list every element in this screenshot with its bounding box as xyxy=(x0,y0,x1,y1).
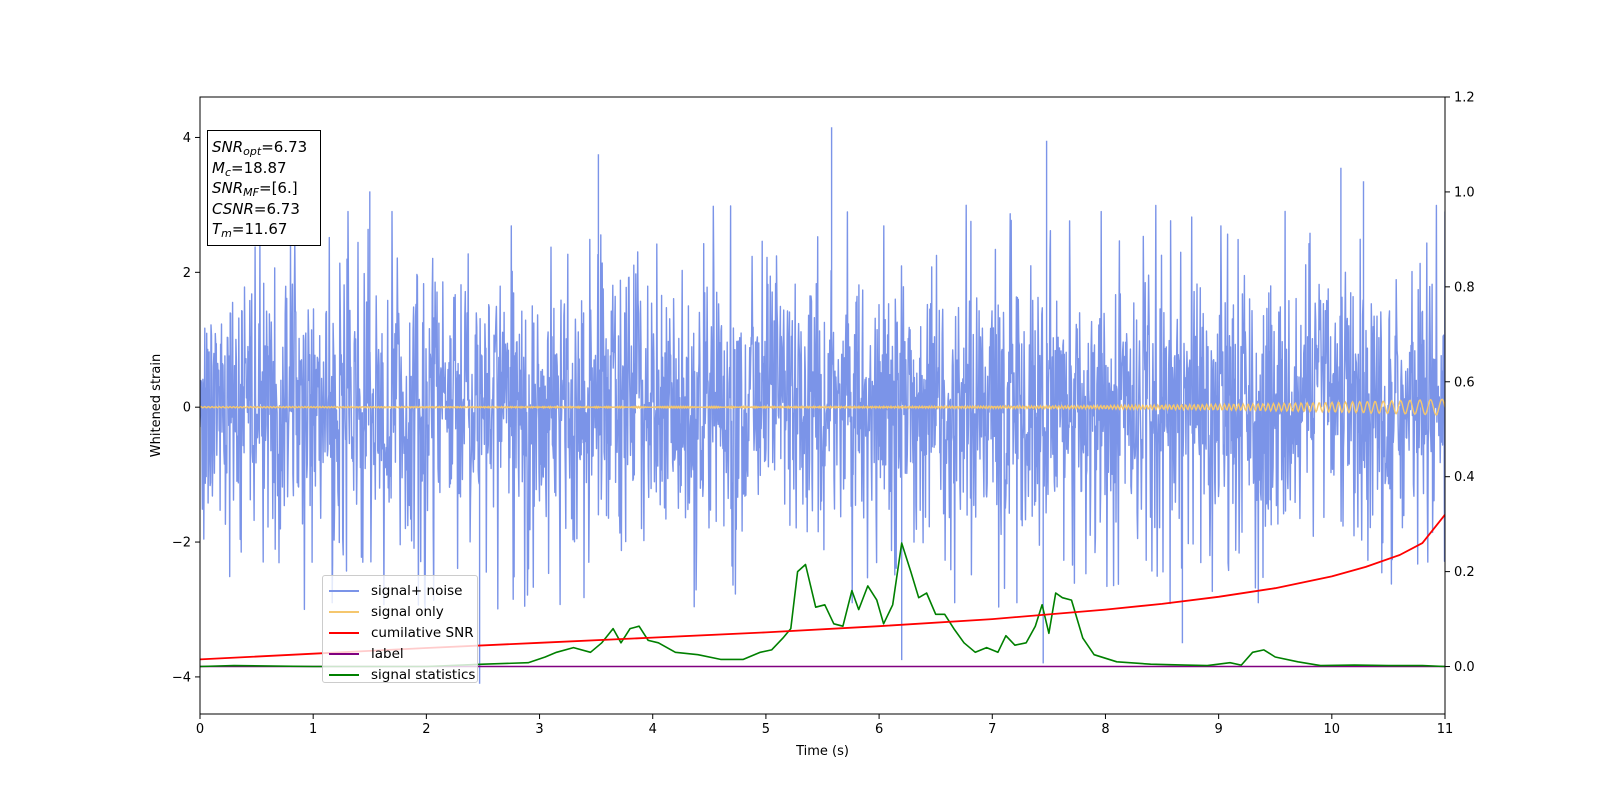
chirp-mass-annotation: Mc=18.87 xyxy=(212,158,287,179)
legend-item-cumulative-snr: cumilative SNR xyxy=(329,622,477,643)
series-signal-statistics-line xyxy=(200,542,1445,668)
y2-tick-label: 1.0 xyxy=(1454,185,1475,200)
y2-tick-label: 0.8 xyxy=(1454,280,1475,295)
y-tick-label: −2 xyxy=(172,536,191,551)
y-tick-label: −4 xyxy=(172,670,191,685)
x-tick-label: 6 xyxy=(875,722,883,737)
series-signal-noise-line xyxy=(200,127,1445,684)
legend-item-signal-only: signal only xyxy=(329,601,477,622)
y2-tick-label: 0.4 xyxy=(1454,470,1475,485)
legend-swatch xyxy=(329,610,359,613)
x-tick-label: 10 xyxy=(1324,722,1341,737)
x-tick-label: 2 xyxy=(422,722,430,737)
x-tick-label: 8 xyxy=(1101,722,1109,737)
y2-tick-label: 0.6 xyxy=(1454,375,1475,390)
x-axis-label: Time (s) xyxy=(795,744,849,759)
legend-swatch xyxy=(329,673,359,676)
legend-item-label: label xyxy=(329,643,477,664)
y-tick-label: 2 xyxy=(183,266,191,281)
x-tick-label: 11 xyxy=(1437,722,1454,737)
series-cumulative-snr-line xyxy=(200,514,1445,661)
snr-mf-annotation: SNRMF=[6.] xyxy=(212,179,298,199)
x-tick-label: 1 xyxy=(309,722,317,737)
y2-tick-label: 0.2 xyxy=(1454,565,1475,580)
legend-swatch xyxy=(329,631,359,634)
chart-legend: signal+ noise signal only cumilative SNR… xyxy=(322,575,478,683)
x-tick-label: 4 xyxy=(649,722,657,737)
x-tick-label: 9 xyxy=(1214,722,1222,737)
csnr-annotation: CSNR=6.73 xyxy=(212,199,300,218)
x-tick-label: 5 xyxy=(762,722,770,737)
y-axis-label: Whitened strain xyxy=(149,354,164,457)
y2-tick-label: 0.0 xyxy=(1454,660,1475,675)
snr-opt-annotation: SNRopt=6.73 xyxy=(212,138,308,158)
legend-item-signal-statistics: signal statistics xyxy=(329,664,477,685)
x-tick-label: 3 xyxy=(535,722,543,737)
plot-frame xyxy=(199,96,1446,715)
series-signal-only-line xyxy=(200,398,1445,416)
legend-swatch xyxy=(329,652,359,655)
y-tick-label: 4 xyxy=(183,131,191,146)
legend-item-signal-noise: signal+ noise xyxy=(329,580,477,601)
stats-annotation-box: SNRopt=6.73 Mc=18.87 SNRMF=[6.] CSNR=6.7… xyxy=(207,130,321,246)
legend-swatch xyxy=(329,589,359,592)
y2-tick-label: 1.2 xyxy=(1454,91,1475,106)
x-tick-label: 7 xyxy=(988,722,996,737)
merger-time-annotation: Tm=11.67 xyxy=(212,220,288,240)
y-tick-label: 0 xyxy=(183,401,191,416)
x-tick-label: 0 xyxy=(196,722,204,737)
